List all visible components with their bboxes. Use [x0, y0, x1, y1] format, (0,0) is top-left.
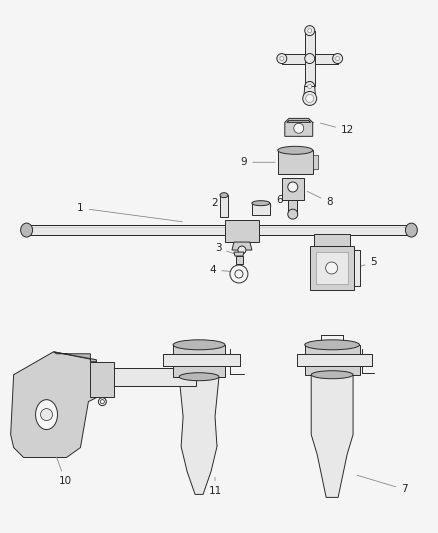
- Circle shape: [308, 84, 312, 88]
- Bar: [313, 155, 318, 169]
- Circle shape: [288, 209, 298, 219]
- Circle shape: [308, 29, 312, 33]
- Polygon shape: [163, 354, 240, 366]
- Circle shape: [336, 56, 339, 61]
- Polygon shape: [287, 120, 311, 123]
- Text: 9: 9: [240, 157, 275, 167]
- Ellipse shape: [179, 373, 219, 381]
- Text: 3: 3: [215, 243, 235, 254]
- Polygon shape: [297, 354, 371, 366]
- Ellipse shape: [311, 371, 353, 379]
- Ellipse shape: [220, 193, 228, 198]
- Circle shape: [305, 82, 314, 92]
- Text: 5: 5: [358, 257, 377, 267]
- Circle shape: [277, 53, 287, 63]
- Circle shape: [100, 400, 104, 403]
- Bar: [236, 256, 243, 264]
- Bar: [305, 345, 360, 375]
- Bar: [173, 345, 225, 377]
- Polygon shape: [179, 377, 219, 495]
- Circle shape: [99, 398, 106, 406]
- Polygon shape: [11, 352, 96, 457]
- Bar: [310, 246, 353, 290]
- Polygon shape: [27, 225, 411, 235]
- Ellipse shape: [252, 200, 270, 206]
- Bar: [288, 200, 297, 214]
- Circle shape: [280, 56, 284, 61]
- Bar: [314, 234, 350, 246]
- Bar: [282, 178, 304, 200]
- Circle shape: [230, 265, 248, 283]
- Bar: [90, 362, 114, 397]
- Text: 10: 10: [57, 457, 72, 487]
- Text: 2: 2: [212, 198, 224, 212]
- Polygon shape: [234, 252, 244, 256]
- Text: 11: 11: [208, 477, 222, 496]
- Polygon shape: [96, 368, 196, 386]
- Ellipse shape: [305, 340, 360, 350]
- Bar: [278, 150, 313, 174]
- Ellipse shape: [173, 340, 225, 350]
- Ellipse shape: [21, 223, 32, 237]
- Polygon shape: [232, 242, 252, 250]
- Ellipse shape: [406, 223, 417, 237]
- Bar: [220, 195, 228, 217]
- Polygon shape: [304, 86, 316, 99]
- Text: 4: 4: [210, 265, 235, 275]
- Circle shape: [306, 94, 314, 102]
- Polygon shape: [353, 250, 360, 286]
- Polygon shape: [285, 118, 313, 136]
- Circle shape: [294, 123, 304, 133]
- Text: 6: 6: [264, 195, 283, 211]
- Circle shape: [305, 53, 314, 63]
- Circle shape: [326, 262, 338, 274]
- Polygon shape: [305, 30, 314, 86]
- Polygon shape: [53, 352, 96, 362]
- Text: 12: 12: [320, 123, 354, 135]
- Circle shape: [332, 53, 343, 63]
- Text: 8: 8: [307, 191, 333, 207]
- Ellipse shape: [278, 147, 313, 154]
- Bar: [252, 203, 270, 215]
- Polygon shape: [311, 375, 353, 497]
- Polygon shape: [282, 53, 338, 63]
- Ellipse shape: [35, 400, 57, 430]
- Circle shape: [238, 246, 246, 254]
- Circle shape: [235, 270, 243, 278]
- Bar: [225, 220, 259, 242]
- Circle shape: [41, 409, 53, 421]
- Bar: [316, 252, 348, 284]
- Text: 1: 1: [77, 203, 182, 222]
- Circle shape: [305, 26, 314, 36]
- Text: 7: 7: [357, 475, 408, 495]
- Circle shape: [303, 92, 317, 106]
- Circle shape: [288, 182, 298, 192]
